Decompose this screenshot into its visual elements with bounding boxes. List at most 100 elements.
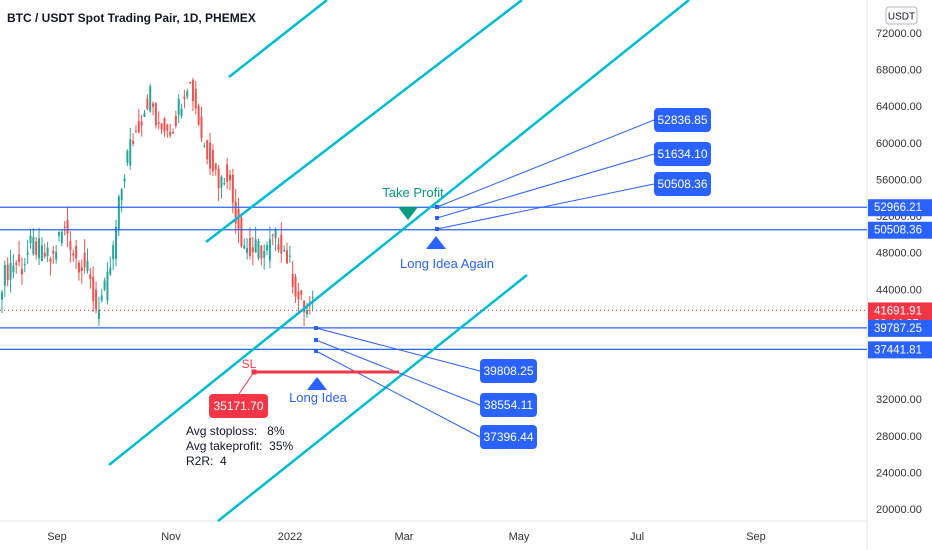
- candle-body: [146, 98, 149, 110]
- candle-body: [149, 86, 152, 112]
- target-price-label: 50508.36: [657, 177, 707, 191]
- candle-body: [6, 264, 9, 281]
- target-price-box: [654, 108, 711, 132]
- candle-body: [191, 80, 194, 102]
- candle-body: [160, 123, 163, 130]
- candle-body: [240, 217, 243, 247]
- candle-body: [280, 234, 283, 254]
- candle-body: [134, 130, 137, 132]
- candle-body: [9, 263, 12, 280]
- target-price-box: [480, 393, 537, 417]
- candle-body: [157, 122, 160, 124]
- candle-body: [277, 244, 280, 250]
- drawings: 52836.85 51634.10 50508.36 39808.25 38554.11…: [0, 0, 867, 522]
- price-axis-label-box: [868, 199, 932, 217]
- candle-body: [266, 245, 269, 251]
- candle-body: [80, 267, 83, 271]
- candle-body: [126, 150, 129, 164]
- candle-body: [203, 145, 206, 147]
- candle-body: [77, 262, 80, 273]
- target-anchor-point: [314, 326, 318, 330]
- candle-body: [206, 140, 209, 160]
- candle-body: [300, 290, 303, 295]
- candle-body: [83, 252, 86, 268]
- y-tick-label: 64000.00: [876, 101, 922, 113]
- candle-body: [152, 103, 155, 107]
- candle-body: [297, 291, 300, 300]
- candle-body: [29, 235, 32, 243]
- target-fan-line: [315, 327, 481, 372]
- candle-body: [220, 176, 223, 188]
- candle-body: [286, 250, 288, 264]
- candle-body: [32, 237, 35, 254]
- candle-body: [169, 131, 172, 136]
- channel-line: [228, 0, 328, 78]
- x-tick-label: Sep: [47, 531, 67, 543]
- candle-body: [234, 201, 237, 224]
- y-tick-label: 20000.00: [876, 504, 922, 516]
- candle-body: [223, 183, 226, 185]
- candle-body: [52, 250, 55, 254]
- candle-body: [15, 262, 18, 265]
- target-price-label: 51634.10: [657, 147, 707, 161]
- candle-body: [106, 271, 109, 301]
- candle-body: [274, 229, 277, 239]
- candle-body: [60, 231, 63, 244]
- candle-body: [166, 124, 169, 131]
- candle-body: [248, 238, 251, 256]
- candle-body: [311, 297, 314, 299]
- candle-body: [268, 239, 271, 261]
- candle-body: [40, 245, 43, 262]
- stop-loss-label: SL: [242, 357, 257, 371]
- currency-badge-box[interactable]: [885, 6, 918, 25]
- candle-body: [197, 105, 200, 125]
- long-idea-again-arrow: [426, 236, 446, 249]
- candle-body: [86, 261, 89, 271]
- target-price-box: [480, 359, 537, 383]
- long-idea-again-label: Long Idea Again: [400, 256, 494, 271]
- candle-body: [3, 264, 6, 286]
- candle-body: [194, 89, 197, 109]
- y-tick-label: 68000.00: [876, 65, 922, 77]
- long-idea-arrow: [307, 377, 327, 390]
- stop-loss-connector: [238, 371, 255, 395]
- price-axis-label: 37441.81: [874, 344, 922, 356]
- candle-body: [100, 295, 103, 301]
- y-tick-label: 72000.00: [876, 28, 922, 40]
- target-price-label: 52836.85: [657, 113, 707, 127]
- candle-body: [172, 131, 174, 134]
- target-fan-line: [315, 350, 481, 438]
- price-axis-label: 50508.36: [874, 225, 922, 237]
- candle-body: [95, 289, 98, 310]
- x-tick-label: Sep: [746, 531, 766, 543]
- y-tick-label: 48000.00: [876, 248, 922, 260]
- candle-body: [49, 258, 52, 262]
- candle-body: [89, 274, 92, 280]
- candle-body: [254, 239, 257, 253]
- candle-body: [75, 245, 78, 259]
- candle-body: [257, 240, 260, 259]
- candle-body: [103, 280, 106, 290]
- target-anchor-point: [435, 227, 439, 231]
- candle-body: [294, 276, 297, 297]
- candle-body: [243, 245, 246, 249]
- candle-body: [214, 163, 217, 170]
- candle-body: [283, 249, 286, 252]
- y-axis-ticks: 72000.00 68000.00 64000.00 60000.00 56000.00…: [876, 28, 922, 516]
- take-profit-arrow: [398, 207, 418, 220]
- x-tick-label: Jul: [630, 531, 644, 543]
- candle-body: [251, 247, 254, 253]
- candle-body: [72, 253, 75, 256]
- candle-body: [35, 241, 38, 256]
- candle-body: [123, 178, 126, 182]
- candle-body: [12, 265, 15, 273]
- currency-badge[interactable]: USDT: [888, 12, 915, 23]
- x-tick-label: Nov: [161, 531, 181, 543]
- candle-body: [189, 82, 192, 84]
- candle-body: [66, 220, 69, 234]
- candle-body: [38, 238, 41, 259]
- x-tick-label: May: [509, 531, 530, 543]
- y-tick-label: 60000.00: [876, 138, 922, 150]
- candle-body: [143, 112, 146, 117]
